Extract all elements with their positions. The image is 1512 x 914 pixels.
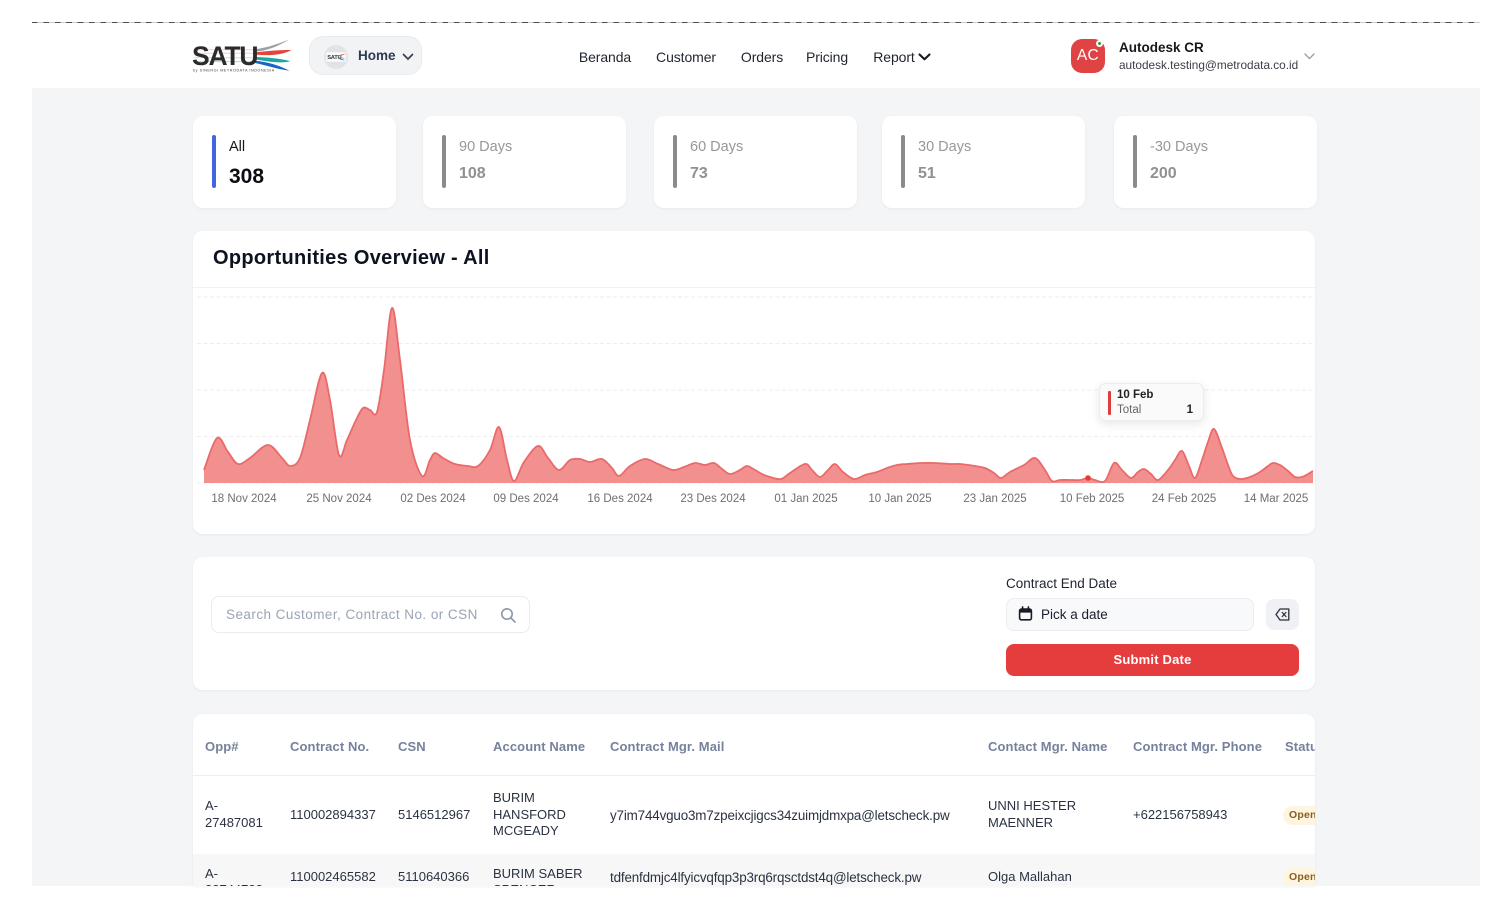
svg-text:by SINERGI METRODATA INDONESIA: by SINERGI METRODATA INDONESIA xyxy=(193,69,275,73)
svg-text:SATU: SATU xyxy=(327,54,341,60)
svg-text:SATU: SATU xyxy=(192,41,257,71)
